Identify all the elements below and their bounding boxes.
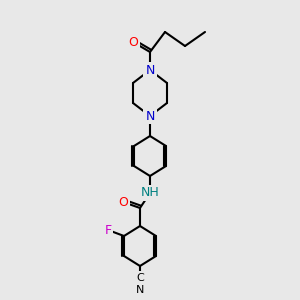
Text: C: C — [136, 273, 144, 283]
Text: O: O — [128, 35, 138, 49]
Text: N: N — [145, 64, 155, 76]
Text: NH: NH — [141, 187, 159, 200]
Text: O: O — [118, 196, 128, 208]
Text: N: N — [145, 110, 155, 122]
Text: F: F — [104, 224, 112, 236]
Text: N: N — [136, 285, 144, 295]
